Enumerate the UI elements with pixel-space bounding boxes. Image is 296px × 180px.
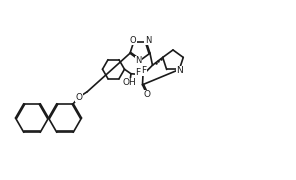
Text: N: N: [145, 36, 151, 45]
Text: OH: OH: [123, 78, 136, 87]
Text: N: N: [176, 66, 183, 75]
Text: O: O: [144, 90, 150, 99]
Text: F: F: [135, 68, 140, 77]
Text: N: N: [135, 56, 141, 65]
Text: O: O: [75, 93, 82, 102]
Text: F: F: [141, 66, 147, 75]
Text: O: O: [130, 36, 136, 45]
